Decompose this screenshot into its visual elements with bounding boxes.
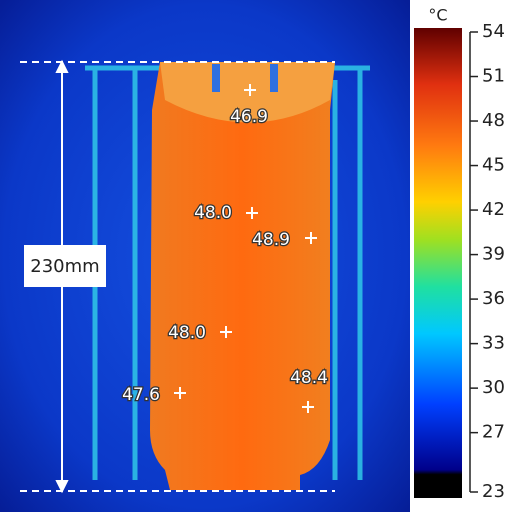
reading: 48.9 xyxy=(252,230,290,250)
reading: 48.4 xyxy=(290,368,328,388)
reading: 46.9 xyxy=(230,107,268,127)
cylinder xyxy=(150,62,335,490)
tick-label: 23 xyxy=(482,481,505,502)
markers xyxy=(174,84,317,413)
dimension-lines xyxy=(20,61,335,492)
cylinder-top xyxy=(160,62,335,123)
tick-label: 36 xyxy=(482,288,505,309)
slot xyxy=(270,64,278,92)
tick-label: 54 xyxy=(482,21,505,42)
tick-label: 33 xyxy=(482,333,505,354)
tick-label: 42 xyxy=(482,199,505,220)
tick-label: 39 xyxy=(482,244,505,265)
tick-label: 48 xyxy=(482,110,505,131)
colorbar-unit: °C xyxy=(428,6,447,25)
reading: 47.6 xyxy=(122,385,160,405)
tick-label: 27 xyxy=(482,422,505,443)
slot xyxy=(212,64,220,92)
reading: 48.0 xyxy=(194,203,232,223)
tick-label: 51 xyxy=(482,66,505,87)
reading: 48.0 xyxy=(168,323,206,343)
label-box xyxy=(24,245,106,287)
tick-label: 30 xyxy=(482,377,505,398)
colorbar xyxy=(414,28,462,498)
tick-label: 45 xyxy=(482,155,505,176)
dimension-label: 230mm xyxy=(30,256,99,277)
